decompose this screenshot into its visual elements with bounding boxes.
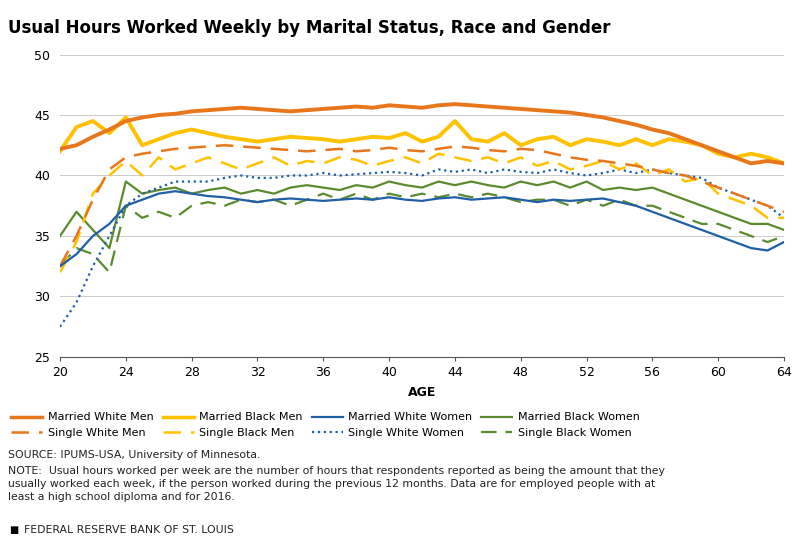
Text: FEDERAL RESERVE BANK OF ST. LOUIS: FEDERAL RESERVE BANK OF ST. LOUIS <box>24 525 234 535</box>
Legend: Married White Men, Single White Men, Married Black Men, Single Black Men, Marrie: Married White Men, Single White Men, Mar… <box>11 413 640 438</box>
X-axis label: AGE: AGE <box>408 386 436 399</box>
Text: ■: ■ <box>10 525 19 535</box>
Text: Usual Hours Worked Weekly by Marital Status, Race and Gender: Usual Hours Worked Weekly by Marital Sta… <box>8 19 610 37</box>
Text: SOURCE: IPUMS-USA, University of Minnesota.: SOURCE: IPUMS-USA, University of Minneso… <box>8 450 260 459</box>
Text: NOTE:  Usual hours worked per week are the number of hours that respondents repo: NOTE: Usual hours worked per week are th… <box>8 466 665 502</box>
